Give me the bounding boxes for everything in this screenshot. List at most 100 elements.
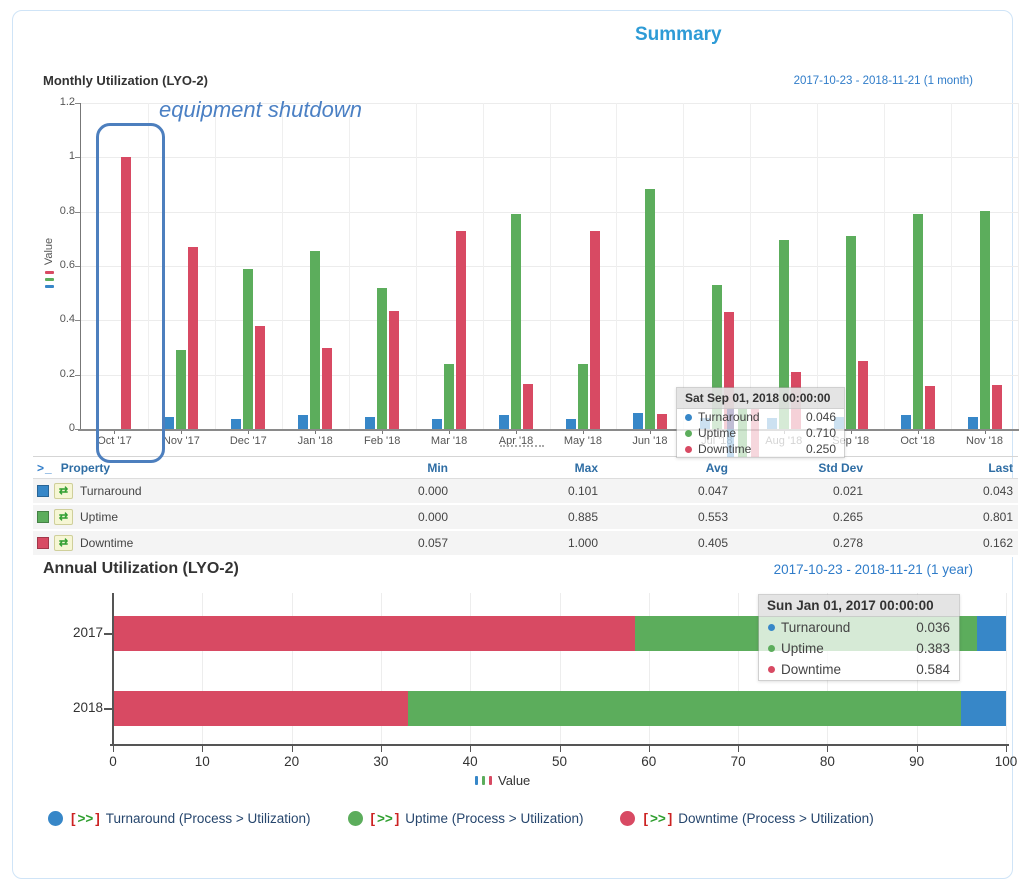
gridline <box>648 593 650 744</box>
x-tick <box>516 429 518 434</box>
tooltip-row: Uptime 0.383 <box>759 638 959 659</box>
gridline <box>549 103 551 429</box>
bar-turnaround[interactable] <box>365 416 376 429</box>
bar-uptime[interactable] <box>243 268 254 429</box>
annual-x-axis-label-text: Value <box>498 773 531 788</box>
legend-item-downtime[interactable]: [ >> ] Downtime (Process > Utilization) <box>620 811 874 826</box>
column-avg[interactable]: Avg <box>705 460 728 475</box>
segment-downtime[interactable] <box>113 691 408 726</box>
column-stddev[interactable]: Std Dev <box>818 460 863 475</box>
gridline <box>380 593 382 744</box>
x-tick <box>917 429 919 434</box>
x-tick <box>470 746 472 752</box>
column-last[interactable]: Last <box>988 460 1013 475</box>
column-property[interactable]: Property <box>60 460 111 475</box>
bar-uptime[interactable] <box>979 211 990 429</box>
turnaround-dot-icon <box>768 624 775 631</box>
downtime-color-chip <box>37 537 49 549</box>
bar-downtime[interactable] <box>456 230 467 429</box>
bar-uptime[interactable] <box>845 236 856 429</box>
column-max[interactable]: Max <box>574 460 598 475</box>
bar-uptime[interactable] <box>778 240 789 429</box>
x-tick-label: 80 <box>819 754 835 769</box>
turnaround-color-chip <box>37 485 49 497</box>
tooltip-row: Uptime 0.710 <box>677 425 844 441</box>
resize-grip[interactable] <box>500 445 544 451</box>
highlight-bar-downtime <box>751 409 759 457</box>
bar-turnaround[interactable] <box>231 418 242 429</box>
segment-turnaround[interactable] <box>976 616 1006 651</box>
column-min[interactable]: Min <box>427 460 448 475</box>
uptime-color-chip <box>37 511 49 523</box>
drilldown-arrows-icon[interactable]: >> <box>377 811 393 826</box>
bar-downtime[interactable] <box>656 414 667 429</box>
bar-downtime[interactable] <box>991 384 1002 429</box>
bar-turnaround[interactable] <box>967 417 978 429</box>
y-tick-label: 0.2 <box>59 367 75 380</box>
bar-uptime[interactable] <box>644 188 655 429</box>
bar-downtime[interactable] <box>389 310 400 429</box>
bar-turnaround[interactable] <box>900 415 911 429</box>
bar-downtime[interactable] <box>322 347 333 429</box>
gridline <box>470 593 472 744</box>
stats-table-header: >_ Property Min Max Avg Std Dev Last <box>33 457 1018 479</box>
drilldown-arrows-icon[interactable]: >> <box>77 811 94 826</box>
bar-turnaround[interactable] <box>298 414 309 429</box>
gridline <box>291 593 293 744</box>
transfer-icon[interactable]: ⇄ <box>54 535 73 551</box>
gridline <box>214 103 216 429</box>
monthly-tooltip: Sat Sep 01, 2018 00:00:00 Turnaround 0.0… <box>676 387 845 458</box>
segment-turnaround[interactable] <box>961 691 1006 726</box>
x-tick-label: 70 <box>730 754 746 769</box>
annual-x-axis-label: Value <box>473 773 530 788</box>
bar-uptime[interactable] <box>377 287 388 429</box>
bar-turnaround[interactable] <box>499 415 510 429</box>
segment-uptime[interactable] <box>407 691 962 726</box>
bar-uptime[interactable] <box>711 285 722 429</box>
x-tick <box>984 429 986 434</box>
x-tick <box>315 429 317 434</box>
y-tick <box>75 374 81 376</box>
drilldown-arrows-icon[interactable]: >> <box>649 811 666 826</box>
gridline <box>348 103 350 429</box>
bar-turnaround[interactable] <box>632 412 643 429</box>
gridline <box>147 103 149 429</box>
gridline <box>738 593 740 744</box>
bar-downtime[interactable] <box>924 385 935 429</box>
prompt-icon[interactable]: >_ <box>37 460 53 475</box>
y-tick-label: 2017 <box>72 625 103 640</box>
bar-turnaround[interactable] <box>432 419 443 429</box>
bar-uptime[interactable] <box>444 363 455 429</box>
x-tick-label: Apr '18 <box>498 435 534 447</box>
annual-date-range[interactable]: 2017-10-23 - 2018-11-21 (1 year) <box>773 562 973 577</box>
x-tick <box>382 429 384 434</box>
bar-uptime[interactable] <box>310 251 321 429</box>
annual-tooltip: Sun Jan 01, 2017 00:00:00 Turnaround 0.0… <box>758 594 960 681</box>
x-tick-label: 0 <box>109 754 117 769</box>
bar-downtime[interactable] <box>121 157 132 429</box>
bar-uptime[interactable] <box>511 214 522 429</box>
x-tick <box>114 429 116 434</box>
bar-downtime[interactable] <box>255 325 266 429</box>
bar-downtime[interactable] <box>188 246 199 429</box>
x-tick <box>113 746 114 752</box>
legend-item-uptime[interactable]: [ >> ] Uptime (Process > Utilization) <box>347 811 583 826</box>
bar-uptime[interactable] <box>176 350 187 429</box>
bar-downtime[interactable] <box>589 230 600 429</box>
segment-downtime[interactable] <box>113 616 635 651</box>
transfer-icon[interactable]: ⇄ <box>54 483 73 499</box>
x-tick-label: Feb '18 <box>363 435 401 447</box>
annual-stacked-bar-chart: 0 10 20 30 40 50 60 70 80 90 100 2017 2018 <box>73 593 1017 769</box>
bar-turnaround[interactable] <box>164 416 175 429</box>
transfer-icon[interactable]: ⇄ <box>54 509 73 525</box>
bar-downtime[interactable] <box>723 312 734 429</box>
bar-downtime[interactable] <box>523 384 534 429</box>
bar-downtime[interactable] <box>857 361 868 429</box>
y-tick-label: 0 <box>68 422 75 434</box>
bar-turnaround[interactable] <box>565 419 576 429</box>
bar-uptime[interactable] <box>912 214 923 429</box>
monthly-date-range[interactable]: 2017-10-23 - 2018-11-21 (1 month) <box>793 75 973 87</box>
legend-item-turnaround[interactable]: [ >> ] Turnaround (Process > Utilization… <box>48 811 311 826</box>
x-tick-label: May '18 <box>563 435 603 447</box>
bar-uptime[interactable] <box>577 363 588 429</box>
